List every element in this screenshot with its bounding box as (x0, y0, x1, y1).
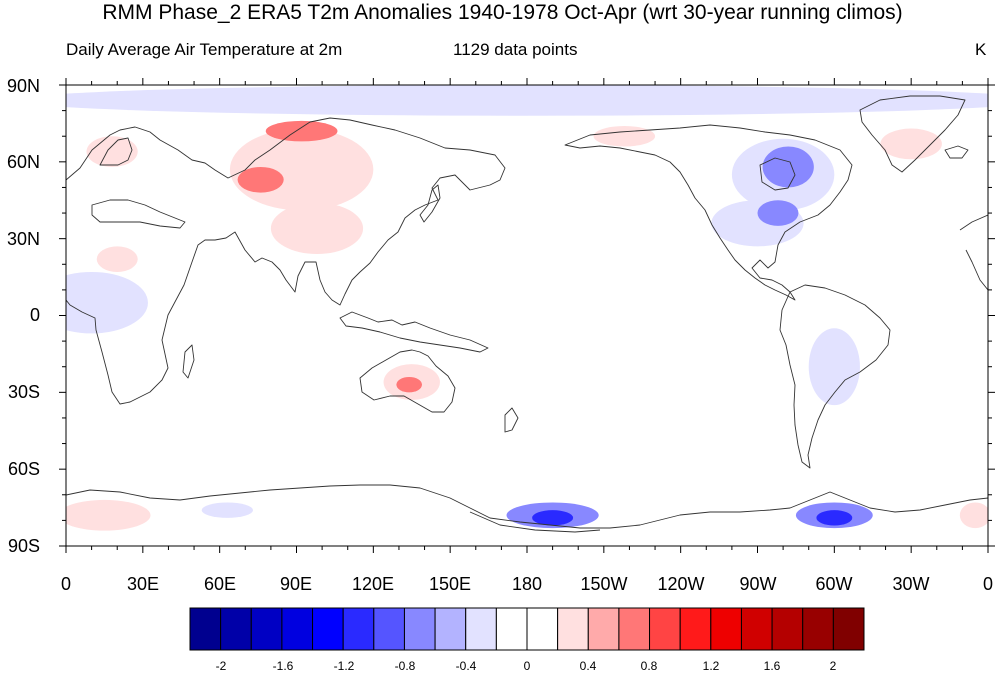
lon-label-90e: 90E (279, 574, 313, 594)
coastline-madagascar (182, 344, 195, 379)
lat-label-0: 0 (29, 305, 40, 325)
colorbar-swatch (465, 607, 497, 651)
colorbar-swatch (342, 607, 375, 651)
colorbar-swatch (373, 607, 405, 651)
colorbar-label: 1.6 (763, 659, 781, 673)
anomaly-siberia-warm-core (237, 166, 284, 193)
colorbar-swatch (618, 607, 651, 651)
colorbar-swatch (679, 607, 712, 651)
colorbar (189, 607, 865, 651)
anomaly-hudson-cold-core (762, 146, 814, 188)
colorbar-swatch (403, 607, 436, 651)
colorbar-swatch (710, 607, 742, 651)
colorbar-swatch (312, 607, 344, 651)
colorbar-label: 0 (523, 659, 531, 673)
subtitle-data-points: 1129 data points (453, 40, 578, 59)
colorbar-swatch (434, 607, 467, 651)
colorbar-label: 0.8 (640, 659, 658, 673)
colorbar-label: 2 (829, 659, 837, 673)
colorbar-label: 0.4 (579, 659, 597, 673)
coastline-iceland (944, 145, 969, 159)
anomaly-greenland-sea-warm (880, 128, 942, 160)
coastline-south-america (779, 284, 891, 469)
lon-label-60e: 60E (203, 574, 237, 594)
anomaly-north-africa-warm (96, 246, 138, 272)
lat-label-90s: 90S (7, 536, 40, 556)
coastline-japan (419, 184, 441, 223)
colorbar-label: -0.4 (455, 659, 477, 673)
colorbar-swatch (832, 607, 865, 651)
colorbar-swatch (740, 607, 773, 651)
lon-label-120w: 120W (657, 574, 705, 594)
colorbar-label: -1.6 (272, 659, 294, 673)
lon-label-180: 180 (511, 574, 543, 594)
anomaly-east-asia-warm (270, 202, 364, 255)
coastline-europe-west-edge (959, 214, 988, 231)
lon-label-30e: 30E (126, 574, 160, 594)
colorbar-swatch (281, 607, 314, 651)
lon-label-30w: 30W (892, 574, 930, 594)
colorbar-swatch (649, 607, 681, 651)
map-title: RMM Phase_2 ERA5 T2m Anomalies 1940-1978… (102, 1, 903, 24)
colorbar-label: -2 (215, 659, 227, 673)
coastline-new-zealand (504, 407, 519, 433)
coastline-africa-west-edge (965, 249, 988, 291)
coastline-antarctica (66, 484, 988, 529)
units-label: K (975, 40, 987, 59)
lat-label-90n: 90N (6, 76, 40, 96)
colorbar-swatch (495, 607, 528, 651)
lon-label-0-east: 0 (982, 574, 993, 594)
anomaly-alaska-warm (593, 125, 656, 147)
anomaly-east-us-cold (757, 200, 799, 226)
subtitle-variable: Daily Average Air Temperature at 2m (66, 40, 343, 59)
lon-label-150e: 150E (428, 574, 472, 594)
lat-label-30s: 30S (7, 382, 40, 402)
anomaly-arctic-cold-band (66, 85, 988, 116)
anomaly-fill-layer (66, 85, 988, 531)
lon-label-90w: 90W (739, 574, 777, 594)
coastline-australia (359, 349, 456, 413)
anomaly-scandinavia-warm (86, 136, 138, 167)
colorbar-swatch (250, 607, 283, 651)
coastline-scandinavia (99, 137, 133, 166)
anomaly-antarctic-east-warm (959, 502, 988, 529)
lat-label-30n: 30N (6, 229, 40, 249)
lon-label-150w: 150W (580, 574, 628, 594)
colorbar-swatch (557, 607, 589, 651)
lon-label-60w: 60W (815, 574, 853, 594)
colorbar-label: -1.2 (333, 659, 355, 673)
anomaly-antarctic-atlantic-warm (66, 499, 151, 531)
colorbar-swatch (802, 607, 834, 651)
anomaly-ross-sea-cold-core (532, 510, 574, 526)
colorbar-label: 1.2 (702, 659, 720, 673)
axis-ticks (59, 78, 995, 553)
lat-label-60n: 60N (6, 152, 40, 172)
anomaly-australia-warm-core (396, 376, 422, 393)
colorbar-swatch (587, 607, 620, 651)
colorbar-swatch (771, 607, 804, 651)
coastline-north-america (564, 124, 853, 301)
colorbar-swatch (220, 607, 252, 651)
map-frame (65, 84, 989, 547)
anomaly-weddell-cold-core (816, 510, 853, 526)
coastlines (66, 95, 988, 533)
lon-label-120e: 120E (351, 574, 395, 594)
coastline-ross-ice (469, 511, 601, 533)
lon-label-0: 0 (60, 574, 71, 594)
anomaly-antarctic-cold-60e (201, 502, 253, 518)
coastline-mediterranean (91, 199, 186, 229)
colorbar-label: -0.8 (394, 659, 416, 673)
colorbar-swatch (189, 607, 222, 651)
coastline-greenland (859, 95, 966, 173)
lat-label-60s: 60S (7, 459, 40, 479)
anomaly-south-america-cold (808, 328, 860, 406)
coastline-hudson-bay (759, 157, 796, 191)
coastline-eurasia-africa (66, 117, 506, 405)
coastline-maritime-continent (339, 311, 489, 353)
colorbar-swatch (526, 607, 559, 651)
anomaly-east-siberia-warm (265, 120, 338, 142)
anomaly-west-africa-cold (66, 271, 148, 334)
